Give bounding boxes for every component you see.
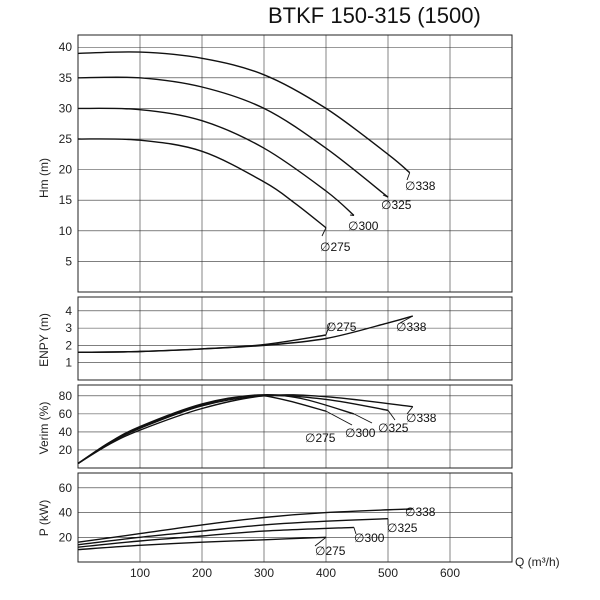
efficiency-leader-d300 — [353, 413, 373, 424]
head-ytick-label: 30 — [59, 101, 73, 115]
head-ylabel: Hm (m) — [37, 158, 51, 198]
xtick-label-100: 100 — [130, 566, 150, 580]
xtick-label-200: 200 — [192, 566, 212, 580]
head-ytick-label: 25 — [59, 132, 73, 146]
head-curve-d325 — [77, 76, 389, 198]
npsh-ylabel: ENPY (m) — [37, 313, 51, 367]
head-curve-label-d325: ∅325 — [381, 198, 412, 212]
head-ytick-label: 10 — [59, 224, 73, 238]
head-ytick-label: 35 — [59, 71, 73, 85]
x-axis-label: Q (m³/h) — [515, 555, 560, 569]
power-curve-label-d275: ∅275 — [315, 544, 346, 558]
efficiency-curve-d338 — [77, 394, 413, 465]
head-leader-d275 — [321, 227, 327, 237]
head-ytick-label: 40 — [59, 40, 73, 54]
head-curve-d338 — [77, 51, 411, 174]
efficiency-curve-label-d338: ∅338 — [406, 411, 437, 425]
npsh-curve-label-d275: ∅275 — [326, 320, 357, 334]
power-panel-frame — [77, 472, 513, 563]
efficiency-ytick-label: 60 — [59, 407, 73, 421]
npsh-ytick-label: 1 — [65, 356, 72, 370]
power-curve-d325 — [77, 518, 389, 546]
chart-title: BTKF 150-315 (1500) — [268, 3, 481, 28]
power-leader-d338 — [405, 508, 413, 511]
head-curve-label-d275: ∅275 — [320, 240, 351, 254]
head-leader-d338 — [406, 172, 411, 181]
power-leader-d300 — [353, 527, 357, 535]
efficiency-curve-d300 — [77, 393, 355, 465]
efficiency-leader-d325 — [387, 409, 396, 421]
head-curve-label-d300: ∅300 — [348, 219, 379, 233]
head-ytick-label: 5 — [65, 254, 72, 268]
efficiency-panel-frame — [77, 384, 513, 469]
xtick-label-500: 500 — [378, 566, 398, 580]
head-panel-frame — [77, 34, 513, 293]
efficiency-curve-label-d275: ∅275 — [305, 431, 336, 445]
npsh-ytick-label: 4 — [65, 304, 72, 318]
power-curve-d338 — [77, 508, 413, 543]
npsh-curve-label-d338: ∅338 — [396, 320, 427, 334]
power-curve-label-d338: ∅338 — [405, 505, 436, 519]
power-ylabel: P (kW) — [37, 500, 51, 536]
npsh-curve-d338 — [77, 315, 413, 353]
power-ytick-label: 20 — [59, 530, 73, 544]
xtick-label-300: 300 — [254, 566, 274, 580]
head-curve-label-d338: ∅338 — [405, 179, 436, 193]
efficiency-leader-d275 — [325, 410, 353, 426]
power-curve-d275 — [77, 536, 327, 551]
head-curve-d275 — [77, 138, 327, 229]
xtick-label-600: 600 — [440, 566, 460, 580]
npsh-leader-d275 — [325, 322, 331, 336]
npsh-ytick-label: 2 — [65, 338, 72, 352]
head-curve-d300 — [77, 107, 355, 217]
head-ytick-label: 20 — [59, 163, 73, 177]
power-curve-label-d300: ∅300 — [354, 531, 385, 545]
head-leader-d325 — [382, 194, 389, 198]
efficiency-curve-label-d325: ∅325 — [378, 421, 409, 435]
efficiency-curve-label-d300: ∅300 — [345, 426, 376, 440]
power-ytick-label: 40 — [59, 506, 73, 520]
head-ytick-label: 15 — [59, 193, 73, 207]
power-curve-d300 — [77, 526, 354, 548]
npsh-ytick-label: 3 — [65, 321, 72, 335]
efficiency-leader-d338 — [406, 406, 414, 415]
power-ytick-label: 60 — [59, 481, 73, 495]
efficiency-curve-d325 — [77, 394, 389, 465]
efficiency-ytick-label: 40 — [59, 425, 73, 439]
npsh-leader-d338 — [399, 315, 414, 324]
npsh-panel-frame — [77, 296, 513, 381]
efficiency-ylabel: Verim (%) — [37, 402, 51, 455]
power-leader-d275 — [314, 536, 327, 547]
head-leader-d300 — [349, 214, 354, 216]
efficiency-ytick-label: 20 — [59, 443, 73, 457]
xtick-label-400: 400 — [316, 566, 336, 580]
power-curve-label-d325: ∅325 — [387, 521, 418, 535]
efficiency-ytick-label: 80 — [59, 389, 73, 403]
